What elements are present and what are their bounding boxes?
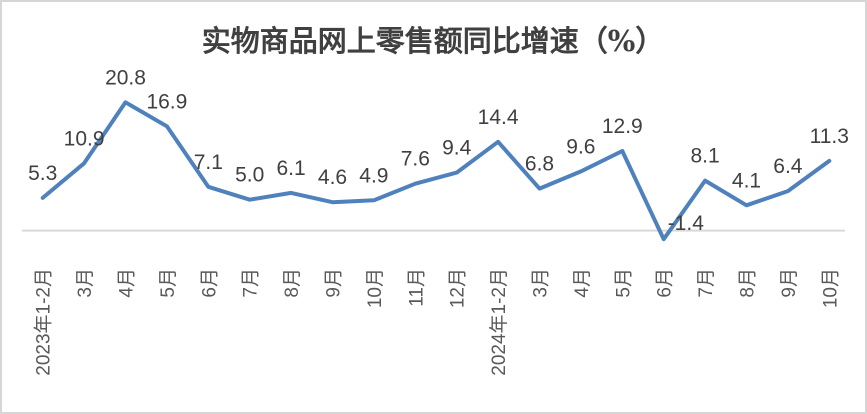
x-axis-tick-label: 4月 [572, 268, 593, 298]
data-label: 20.8 [105, 66, 146, 89]
x-axis-tick-label: 10月 [365, 268, 386, 308]
data-label: 11.3 [810, 125, 849, 148]
x-axis-tick-label: 3月 [531, 268, 552, 298]
x-axis-tick-label: 7月 [696, 268, 717, 298]
x-axis-tick-label: 2024年1-2月 [488, 268, 510, 376]
x-axis-tick-label: 7月 [241, 268, 262, 298]
x-axis-tick-label: 9月 [779, 268, 800, 298]
data-label: 12.9 [602, 115, 643, 138]
data-labels-group: 5.3 10.9 20.816.9 7.1 5.0 6.1 4.6 4.9 7.6 9.4 14.4… [28, 66, 849, 235]
x-axis-tick-label: 12月 [448, 268, 469, 308]
data-label: 6.8 [525, 153, 554, 176]
data-label: -1.4 [668, 212, 705, 235]
data-label: 9.6 [566, 135, 595, 158]
data-label: 16.9 [146, 90, 187, 113]
x-axis-labels-group: 2023年1-2月 3月 4月 5月 6月 7月 8月 9月 10月 11月 12月 2024年1-2… [33, 268, 842, 376]
x-axis-tick-label: 8月 [282, 268, 303, 298]
data-label: 14.4 [478, 106, 519, 129]
x-axis-tick-label: 3月 [75, 268, 96, 298]
x-axis-tick-label: 5月 [158, 268, 179, 298]
x-axis-tick-label: 8月 [738, 268, 759, 298]
x-axis-tick-label: 10月 [820, 268, 841, 308]
chart-title: 实物商品网上零售额同比增速（%） [202, 24, 665, 58]
x-axis-tick-label: 6月 [655, 268, 676, 298]
data-label: 6.1 [276, 157, 305, 180]
x-axis-tick-label: 9月 [324, 268, 345, 298]
data-series-line [40, 100, 832, 242]
x-axis-tick-label: 6月 [199, 268, 220, 298]
data-label: 4.9 [359, 164, 388, 187]
data-label: 5.3 [28, 162, 57, 185]
data-label: 9.4 [442, 137, 472, 160]
x-axis-tick-label: 5月 [613, 268, 634, 298]
data-label: 10.9 [64, 127, 105, 150]
data-label: 8.1 [690, 145, 719, 168]
data-label: 4.1 [732, 169, 761, 192]
data-label: 6.4 [773, 155, 803, 178]
x-axis-tick-label: 2023年1-2月 [33, 268, 55, 376]
x-axis-tick-label: 4月 [117, 268, 138, 298]
data-label: 7.6 [401, 148, 430, 171]
data-label: 4.6 [318, 166, 347, 189]
x-axis-tick-label: 11月 [406, 268, 427, 307]
data-label: 7.1 [194, 151, 223, 174]
data-label: 5.0 [235, 164, 264, 187]
